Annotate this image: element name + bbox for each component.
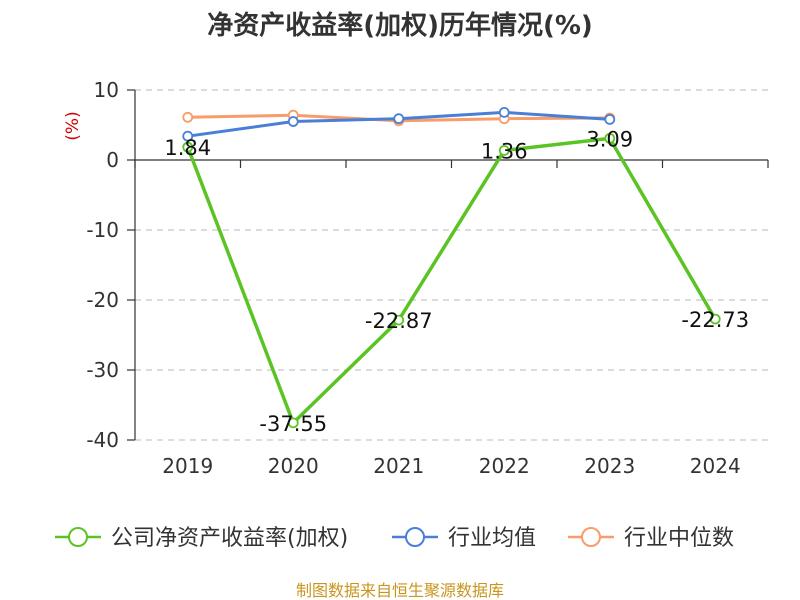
x-tick-label: 2023 bbox=[584, 454, 635, 478]
data-label: -22.87 bbox=[365, 309, 433, 333]
legend: 公司净资产收益率(加权) 行业均值 行业中位数 bbox=[55, 526, 734, 551]
company-roe-point bbox=[287, 417, 299, 429]
x-tick-label: 2020 bbox=[268, 454, 319, 478]
company-roe-point bbox=[393, 314, 405, 326]
company-roe-point bbox=[182, 141, 194, 153]
y-tick-label: 0 bbox=[106, 148, 119, 172]
legend-industry-mean-marker bbox=[405, 527, 425, 547]
legend-industry-mean-label: 行业均值 bbox=[448, 526, 536, 551]
y-tick-label: -10 bbox=[86, 218, 119, 242]
company-roe-point bbox=[709, 313, 721, 325]
y-tick-label: -30 bbox=[86, 358, 119, 382]
company-roe-point bbox=[604, 132, 616, 144]
series-group bbox=[182, 107, 721, 429]
legend-industry-median-label: 行业中位数 bbox=[624, 526, 734, 551]
industry-mean-point bbox=[287, 116, 299, 127]
grid-lines bbox=[135, 89, 768, 441]
chart-title: 净资产收益率(加权)历年情况(%) bbox=[207, 10, 593, 41]
company-roe-line bbox=[186, 136, 717, 425]
data-labels: 1.84 -37.55 -22.87 1.36 3.09 -22.73 bbox=[164, 127, 749, 435]
data-label: 3.09 bbox=[586, 127, 633, 151]
y-tick-label: -20 bbox=[86, 288, 119, 312]
company-roe-point bbox=[498, 145, 510, 156]
x-tick-label: 2019 bbox=[162, 454, 213, 478]
legend-company-roe-marker bbox=[68, 527, 88, 547]
legend-industry-median-marker bbox=[581, 527, 601, 547]
industry-mean-point bbox=[182, 130, 194, 142]
data-label: 1.36 bbox=[481, 139, 528, 163]
x-tick-label: 2024 bbox=[690, 454, 741, 478]
axes: 10 0 -10 -20 -30 -40 2019 2020 2021 2022 2023 2024 bbox=[86, 78, 769, 478]
x-tick-label: 2022 bbox=[479, 454, 530, 478]
y-tick-label: -40 bbox=[86, 428, 119, 452]
y-axis-label: (%) bbox=[63, 111, 83, 140]
data-label: -37.55 bbox=[259, 412, 327, 436]
data-label: -22.73 bbox=[681, 308, 749, 332]
data-label: 1.84 bbox=[164, 136, 211, 160]
legend-company-roe-label: 公司净资产收益率(加权) bbox=[111, 526, 348, 551]
industry-mean-point bbox=[393, 113, 405, 125]
x-tick-label: 2021 bbox=[373, 454, 424, 478]
industry-mean-point bbox=[498, 107, 510, 118]
industry-median-point bbox=[182, 111, 194, 123]
source-note: 制图数据来自恒生聚源数据库 bbox=[296, 581, 504, 600]
industry-mean-point bbox=[604, 114, 616, 125]
y-tick-label: 10 bbox=[94, 78, 119, 102]
